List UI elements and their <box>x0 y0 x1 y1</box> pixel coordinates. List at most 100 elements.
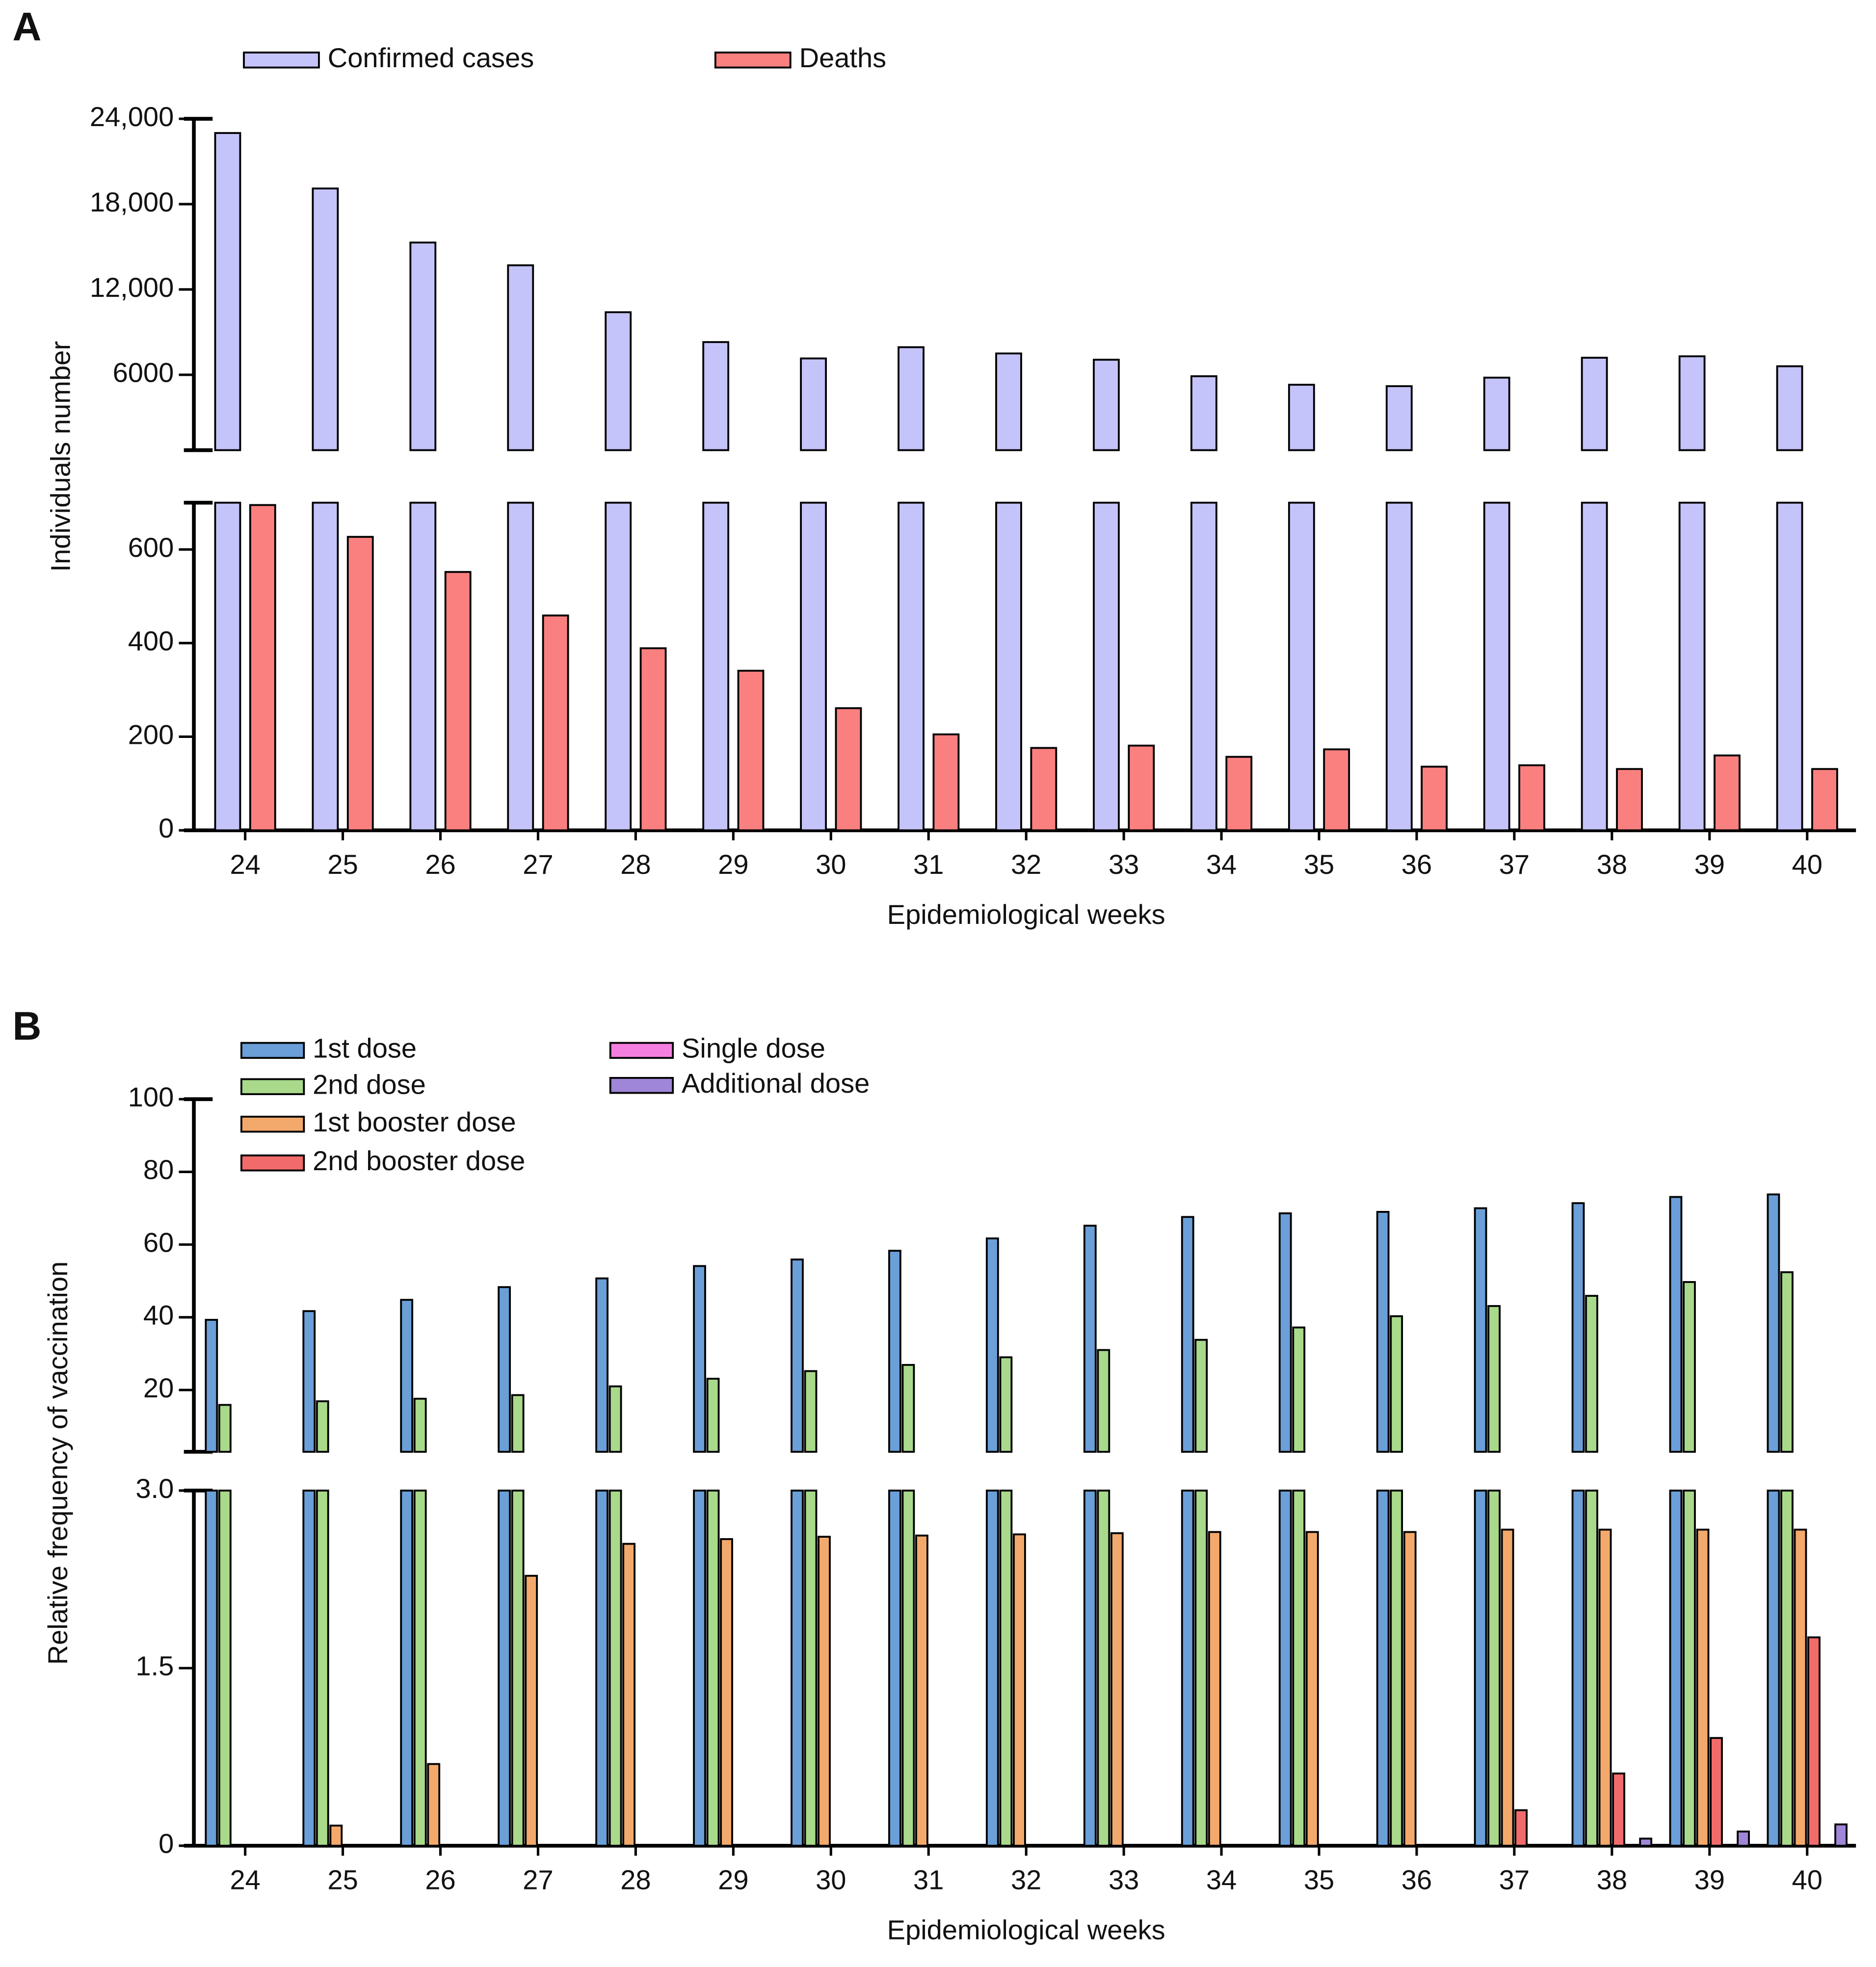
bar <box>1093 501 1120 832</box>
bar <box>693 1265 706 1453</box>
x-tick-label: 29 <box>718 849 748 880</box>
bar <box>800 501 827 832</box>
bar <box>498 1286 511 1453</box>
bar <box>507 264 534 451</box>
bar <box>1421 765 1448 832</box>
y-tick-label: 18,000 <box>90 186 174 217</box>
bar <box>1487 1305 1501 1453</box>
bar <box>1097 1490 1110 1847</box>
legend-swatch <box>240 1078 305 1095</box>
bar <box>702 501 730 832</box>
y-tick-label: 1.5 <box>135 1651 174 1681</box>
bar <box>1585 1490 1598 1847</box>
bar <box>1288 501 1315 832</box>
bar <box>1323 748 1350 832</box>
x-tick-label: 30 <box>816 1864 846 1895</box>
bar <box>1376 1490 1390 1847</box>
bar <box>835 707 862 832</box>
x-tick-label: 28 <box>620 849 651 880</box>
x-tick-label: 34 <box>1206 849 1237 880</box>
bar <box>995 501 1022 832</box>
panel-label: A <box>13 5 42 50</box>
bar <box>1128 744 1155 832</box>
bar <box>1292 1326 1306 1453</box>
x-tick-label: 24 <box>230 849 260 880</box>
bar <box>1571 1490 1585 1847</box>
bar <box>1030 747 1057 832</box>
bar <box>1385 385 1413 451</box>
bar <box>507 501 534 832</box>
bar <box>720 1538 733 1847</box>
bar <box>1737 1830 1750 1847</box>
y-axis-label: Individuals number <box>45 341 76 572</box>
bar <box>1487 1490 1501 1847</box>
bar <box>511 1490 525 1847</box>
x-tick-label: 39 <box>1694 849 1725 880</box>
bar <box>525 1574 538 1847</box>
y-tick-label: 40 <box>143 1300 174 1331</box>
bar <box>1794 1528 1807 1847</box>
bar <box>1305 1531 1319 1847</box>
x-tick-label: 38 <box>1597 849 1627 880</box>
x-tick-label: 34 <box>1206 1864 1237 1895</box>
bar <box>608 1490 622 1847</box>
bar <box>791 1259 804 1453</box>
legend-label: Confirmed cases <box>328 42 534 73</box>
bar <box>413 1397 427 1453</box>
bar <box>312 187 339 451</box>
legend-label: 1st dose <box>313 1033 417 1064</box>
x-tick-label: 25 <box>327 1864 358 1895</box>
bar <box>995 352 1022 451</box>
bar <box>1225 756 1253 832</box>
bar <box>915 1534 928 1847</box>
x-tick-label: 32 <box>1011 849 1041 880</box>
x-tick-label: 35 <box>1304 849 1334 880</box>
legend-swatch <box>714 52 792 69</box>
bar <box>888 1490 901 1847</box>
bar <box>400 1299 414 1453</box>
bar <box>1834 1823 1848 1847</box>
y-tick-label: 6000 <box>113 357 174 388</box>
bar <box>898 501 925 832</box>
bar <box>444 571 472 832</box>
bar <box>595 1490 608 1847</box>
bar <box>901 1490 915 1847</box>
legend-swatch <box>240 1042 305 1059</box>
x-tick-label: 40 <box>1792 1864 1823 1895</box>
bar <box>1208 1531 1221 1847</box>
x-tick-label: 26 <box>425 849 455 880</box>
bar <box>1776 365 1803 451</box>
bar <box>999 1356 1013 1453</box>
bar <box>1385 501 1413 832</box>
bar <box>804 1490 818 1847</box>
bar <box>804 1370 818 1453</box>
bar <box>1710 1737 1723 1847</box>
x-tick-label: 32 <box>1011 1864 1041 1895</box>
legend-label: Deaths <box>799 42 887 73</box>
bar <box>302 1490 316 1847</box>
y-tick-label: 60 <box>143 1227 174 1258</box>
legend-swatch <box>609 1077 674 1094</box>
bar <box>1612 1772 1625 1847</box>
bar <box>1083 1225 1097 1453</box>
bar <box>1093 359 1120 451</box>
legend-label: Single dose <box>682 1033 825 1064</box>
x-tick-label: 27 <box>523 1864 553 1895</box>
y-tick-label: 200 <box>128 719 174 750</box>
x-tick-label: 30 <box>816 849 846 880</box>
bar <box>1474 1207 1487 1453</box>
bar <box>1097 1349 1110 1453</box>
bar <box>1598 1528 1612 1847</box>
x-tick-label: 28 <box>620 1864 651 1895</box>
bar <box>1501 1528 1514 1847</box>
legend-label: Additional dose <box>682 1068 870 1099</box>
bar <box>693 1490 706 1847</box>
bar <box>1767 1490 1780 1847</box>
x-tick-label: 31 <box>913 849 944 880</box>
y-tick-label: 400 <box>128 626 174 656</box>
bar <box>498 1490 511 1847</box>
bar <box>249 504 276 832</box>
bar <box>427 1763 441 1847</box>
